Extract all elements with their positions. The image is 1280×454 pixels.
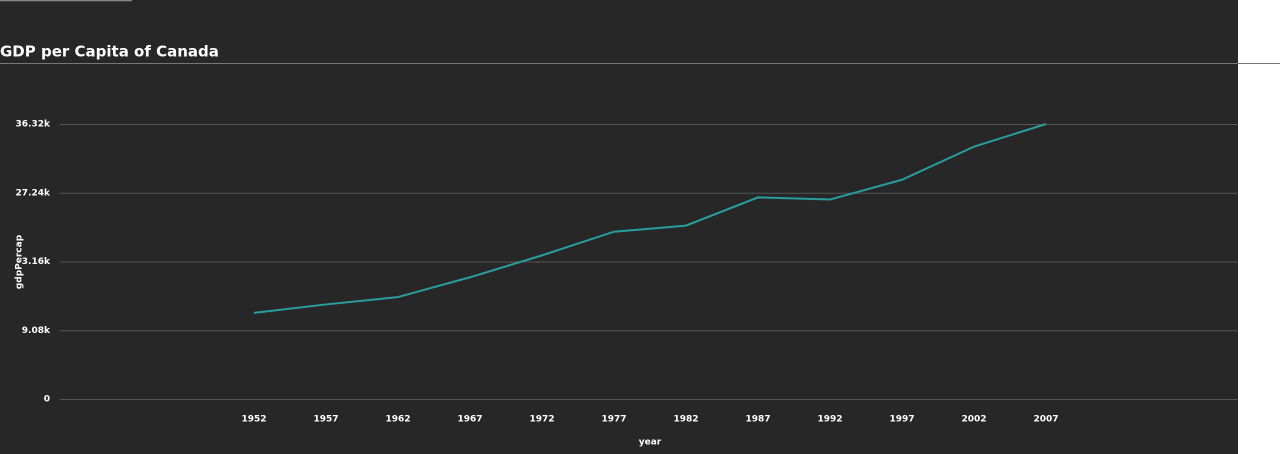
x-tick-label: 1952 — [241, 415, 266, 425]
x-tick-label: 1967 — [457, 415, 482, 425]
y-tick-label: 3.16k — [22, 257, 51, 267]
x-tick-label: 2007 — [1033, 415, 1058, 425]
y-tick-label: 27.24k — [16, 188, 51, 198]
x-tick-label: 1987 — [745, 415, 770, 425]
x-tick-label: 2002 — [961, 415, 986, 425]
background — [0, 0, 1238, 454]
x-tick-label: 1982 — [673, 415, 698, 425]
x-tick-label: 1977 — [601, 415, 626, 425]
y-axis-label: gdpPercap — [15, 234, 25, 289]
x-tick-label: 1997 — [889, 415, 914, 425]
y-tick-label: 0 — [44, 395, 50, 405]
y-tick-label: 9.08k — [22, 326, 51, 336]
x-tick-label: 1992 — [817, 415, 842, 425]
x-tick-label: 1962 — [385, 415, 410, 425]
x-tick-label: 1957 — [313, 415, 338, 425]
data-line — [253, 123, 1047, 314]
x-axis-label: year — [639, 438, 662, 448]
y-tick-label: 36.32k — [16, 120, 51, 130]
chart-title: GDP per Capita of Canada — [0, 43, 219, 61]
x-tick-label: 1972 — [529, 415, 554, 425]
